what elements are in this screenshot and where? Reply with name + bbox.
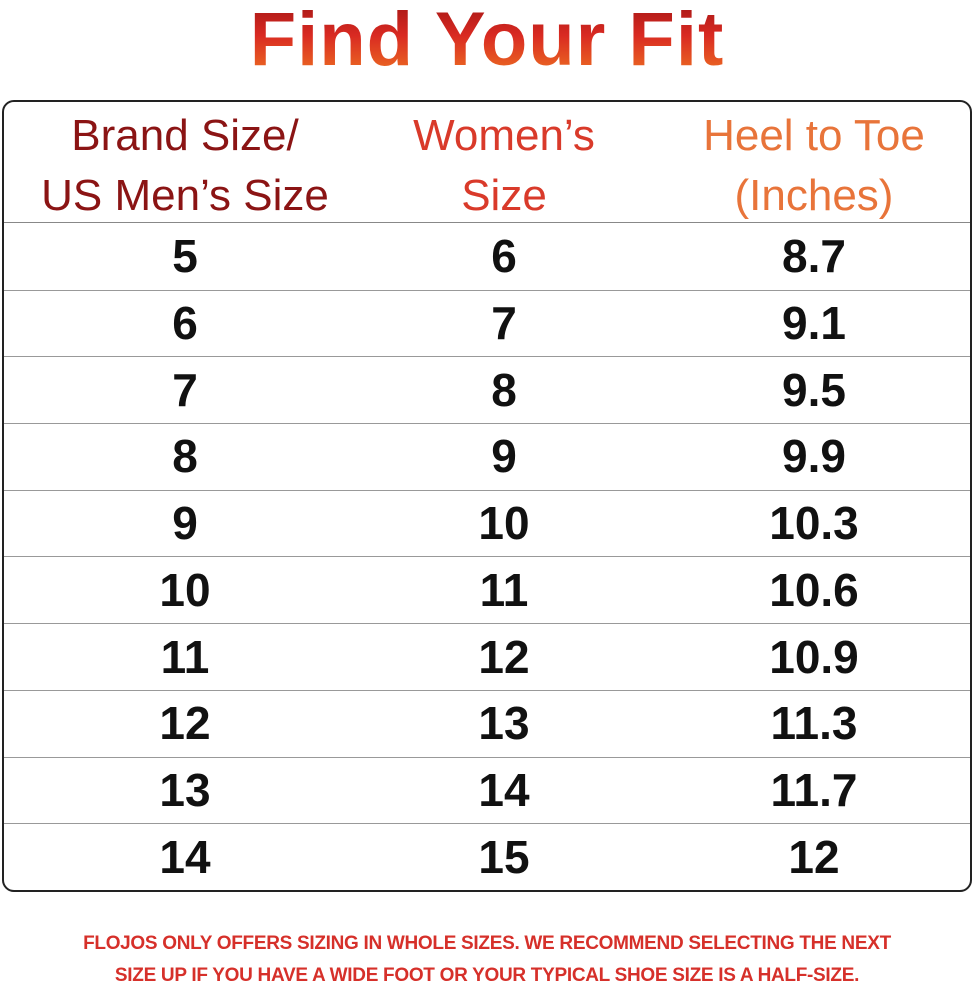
mens-size-cell: 13 [4,757,366,824]
cell-value: 13 [478,697,530,750]
mens-size-cell: 9 [4,490,366,557]
mens-size-cell: 8 [4,423,366,490]
heel-to-toe-cell: 9.5 [664,356,964,423]
womens-size-cell: 14 [344,757,664,824]
cell-value: 9 [491,430,517,483]
table-row: 12 13 11.3 [4,690,970,758]
cell-value: 11.3 [770,697,858,750]
header-brand-size: Brand Size/ US Men’s Size [4,106,366,226]
heel-to-toe-cell: 10.6 [664,557,964,624]
header-line: Heel to Toe [703,111,925,160]
heel-to-toe-cell: 10.3 [664,490,964,557]
womens-size-cell: 11 [344,557,664,624]
heel-to-toe-cell: 11.3 [664,690,964,757]
cell-value: 7 [491,297,517,350]
cell-value: 9 [172,497,198,550]
cell-value: 10.9 [769,630,859,683]
cell-value: 11.7 [770,763,858,816]
mens-size-cell: 7 [4,356,366,423]
table-row: 11 12 10.9 [4,623,970,691]
cell-value: 15 [478,830,530,883]
table-row: 6 7 9.1 [4,290,970,358]
cell-value: 5 [172,230,198,283]
womens-size-cell: 9 [344,423,664,490]
cell-value: 8 [491,363,517,416]
table-row: 9 10 10.3 [4,490,970,558]
cell-value: 6 [172,297,198,350]
table-row: 10 11 10.6 [4,557,970,625]
table-row: 7 8 9.5 [4,356,970,425]
womens-size-cell: 15 [344,823,664,890]
heel-to-toe-cell: 9.9 [664,423,964,490]
table-row: 8 9 9.9 [4,423,970,491]
womens-size-cell: 7 [344,290,664,357]
cell-value: 8.7 [782,230,846,283]
womens-size-cell: 10 [344,490,664,557]
header-line: US Men’s Size [41,171,329,220]
note-line-1: FLOJOS ONLY OFFERS SIZING IN WHOLE SIZES… [83,933,891,954]
header-line: Size [461,171,547,220]
header-womens-size: Women’s Size [344,106,664,226]
womens-size-cell: 12 [344,623,664,690]
cell-value: 9.5 [782,363,846,416]
heel-to-toe-cell: 10.9 [664,623,964,690]
cell-value: 12 [159,697,211,750]
cell-value: 8 [172,430,198,483]
cell-value: 12 [478,630,530,683]
table-row: 14 15 12 [4,823,970,890]
cell-value: 10 [159,563,211,616]
cell-value: 10.3 [769,497,859,550]
cell-value: 11 [160,630,210,683]
cell-value: 7 [172,363,198,416]
mens-size-cell: 14 [4,823,366,890]
title-text: Find Your Fit [250,0,725,82]
cell-value: 13 [159,763,211,816]
heel-to-toe-cell: 9.1 [664,290,964,357]
mens-size-cell: 5 [4,223,366,290]
womens-size-cell: 8 [344,356,664,423]
heel-to-toe-cell: 8.7 [664,223,964,290]
heel-to-toe-cell: 12 [664,823,964,890]
cell-value: 14 [478,763,530,816]
mens-size-cell: 6 [4,290,366,357]
header-heel-to-toe: Heel to Toe (Inches) [664,106,964,226]
heel-to-toe-cell: 11.7 [664,757,964,824]
mens-size-cell: 12 [4,690,366,757]
table-header: Brand Size/ US Men’s Size Women’s Size H… [4,102,970,223]
table-row: 13 14 11.7 [4,757,970,825]
cell-value: 9.9 [782,430,846,483]
page-title: Find Your Fit [0,0,974,83]
womens-size-cell: 6 [344,223,664,290]
cell-value: 11 [479,563,529,616]
sizing-note: FLOJOS ONLY OFFERS SIZING IN WHOLE SIZES… [17,928,957,992]
header-line: Brand Size/ [71,111,299,160]
cell-value: 9.1 [782,297,846,350]
cell-value: 12 [788,830,840,883]
size-chart-table: Brand Size/ US Men’s Size Women’s Size H… [2,100,972,892]
note-line-2: SIZE UP IF YOU HAVE A WIDE FOOT OR YOUR … [114,965,860,986]
header-line: (Inches) [734,171,894,220]
cell-value: 14 [159,830,211,883]
cell-value: 10.6 [769,563,859,616]
womens-size-cell: 13 [344,690,664,757]
cell-value: 6 [491,230,517,283]
mens-size-cell: 11 [4,623,366,690]
mens-size-cell: 10 [4,557,366,624]
header-line: Women’s [413,111,595,160]
cell-value: 10 [478,497,530,550]
table-row: 5 6 8.7 [4,223,970,291]
